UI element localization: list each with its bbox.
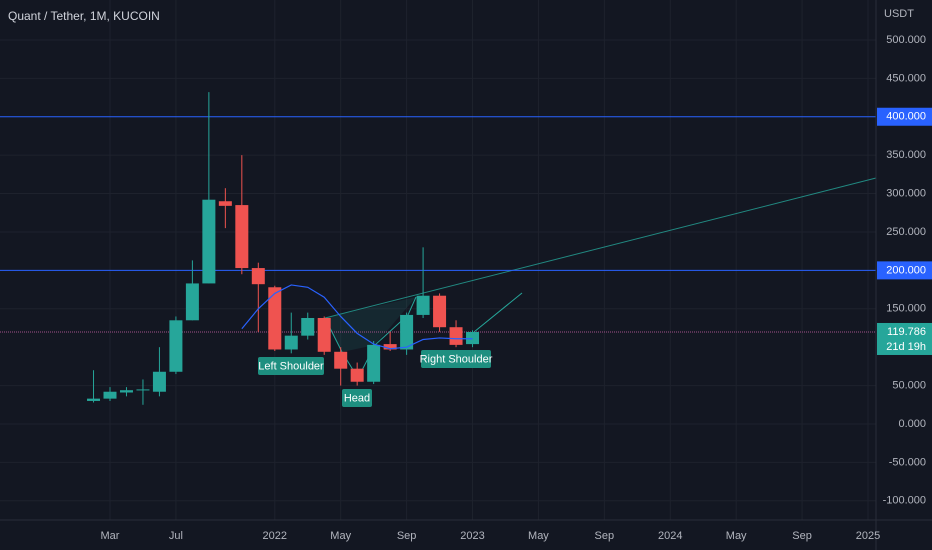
candle-body bbox=[400, 314, 414, 350]
y-tick-label: 150.000 bbox=[886, 303, 926, 315]
x-tick-label: Sep bbox=[397, 530, 417, 542]
y-tick-label: 300.000 bbox=[886, 187, 926, 199]
x-tick-label: 2022 bbox=[263, 530, 287, 542]
candle-body bbox=[218, 201, 232, 206]
plot bbox=[87, 92, 480, 405]
candle-body bbox=[301, 317, 315, 336]
y-tick-label: 500.000 bbox=[886, 34, 926, 46]
x-tick-label: Jul bbox=[169, 530, 183, 542]
x-tick-label: May bbox=[726, 530, 747, 542]
candle-body bbox=[449, 327, 463, 345]
annotation-text: Left Shoulder bbox=[258, 360, 324, 372]
annotation-box bbox=[342, 389, 372, 407]
candle-body bbox=[433, 295, 447, 328]
x-tick-label: Mar bbox=[101, 530, 120, 542]
candle-body bbox=[119, 390, 133, 393]
level-label-box bbox=[877, 261, 932, 280]
x-tick-label: 2025 bbox=[856, 530, 880, 542]
annotation: Head bbox=[342, 389, 372, 407]
candle-body bbox=[185, 283, 199, 321]
axis-unit: USDT bbox=[884, 8, 914, 20]
candle-body bbox=[317, 317, 331, 352]
candle-body bbox=[416, 295, 430, 315]
annotation-box bbox=[258, 357, 324, 375]
y-tick-label: -50.000 bbox=[889, 456, 926, 468]
candle-body bbox=[103, 391, 117, 399]
countdown-label: 21d 19h bbox=[886, 341, 926, 353]
projection-line bbox=[473, 292, 523, 333]
axis: 500.000 450.000 350.000 300.000 250.000 150.0… bbox=[101, 34, 932, 542]
y-tick-label: -100.000 bbox=[883, 495, 926, 507]
pattern-line bbox=[324, 296, 417, 380]
candle-body bbox=[136, 389, 150, 391]
candle-body bbox=[235, 205, 249, 269]
pattern-shade bbox=[325, 297, 416, 352]
level-label: 400.000 bbox=[886, 111, 926, 123]
candle-body bbox=[284, 335, 298, 350]
candle-body bbox=[169, 320, 183, 372]
level-label-box bbox=[877, 107, 932, 126]
last-price-box bbox=[877, 322, 932, 355]
x-tick-label: 2023 bbox=[460, 530, 484, 542]
annotation-text: Right Shoulder bbox=[420, 353, 493, 365]
candle-body bbox=[251, 268, 265, 285]
annotation: Left Shoulder bbox=[258, 357, 324, 375]
candle-body bbox=[268, 287, 282, 350]
candle-body bbox=[466, 331, 480, 345]
y-tick-label: 250.000 bbox=[886, 226, 926, 238]
candle-body bbox=[350, 368, 364, 382]
x-tick-label: May bbox=[528, 530, 549, 542]
x-tick-label: Sep bbox=[792, 530, 812, 542]
x-tick-label: 2024 bbox=[658, 530, 682, 542]
chart-title: Quant / Tether, 1M, KUCOIN bbox=[8, 9, 160, 23]
candle-body bbox=[334, 351, 348, 369]
last-price-label: 119.786 bbox=[887, 326, 926, 338]
candle-body bbox=[367, 344, 381, 382]
trend-line bbox=[324, 177, 877, 319]
x-tick-label: Sep bbox=[595, 530, 615, 542]
candle-body bbox=[202, 199, 216, 284]
ma-line bbox=[241, 284, 473, 350]
candle-body bbox=[152, 371, 166, 392]
annotation: Right Shoulder bbox=[420, 350, 493, 368]
y-tick-label: 50.000 bbox=[892, 379, 926, 391]
x-tick-label: May bbox=[330, 530, 351, 542]
levels bbox=[0, 116, 876, 333]
y-tick-label: 450.000 bbox=[886, 72, 926, 84]
candle-body bbox=[383, 344, 397, 350]
y-tick-label: 350.000 bbox=[886, 149, 926, 161]
annotation-text: Head bbox=[344, 392, 370, 404]
y-tick-label: 0.000 bbox=[898, 418, 926, 430]
candle-body bbox=[87, 398, 101, 401]
level-label: 200.000 bbox=[886, 264, 926, 276]
annotation-box bbox=[421, 350, 491, 368]
